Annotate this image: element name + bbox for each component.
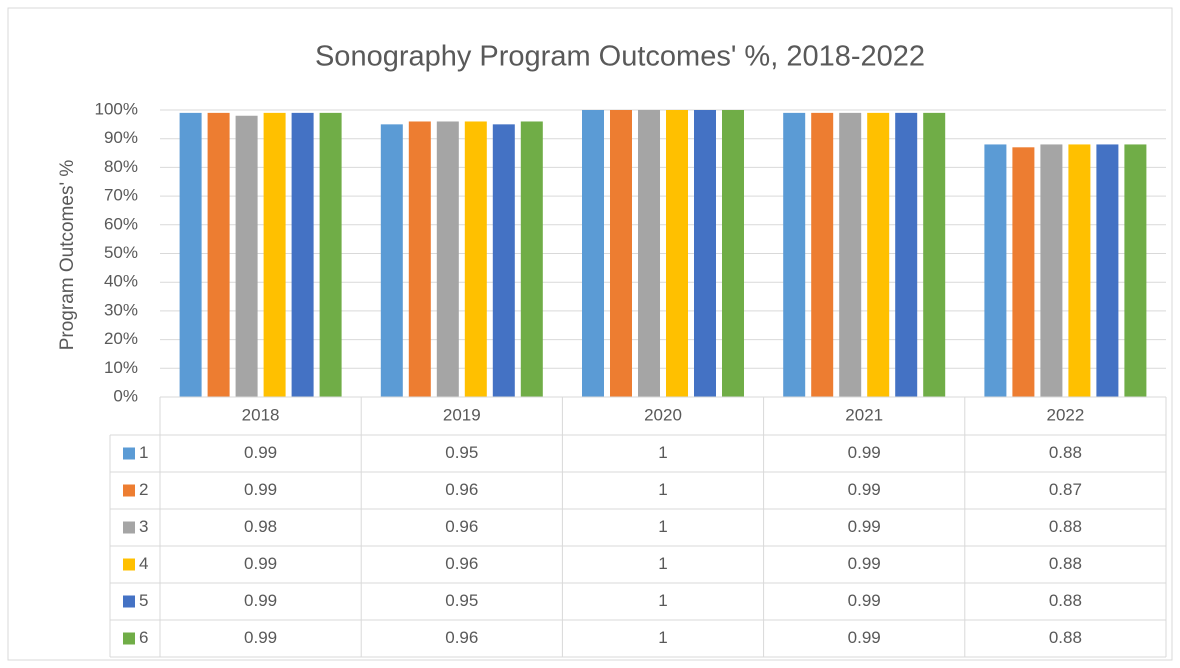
y-axis-label: Program Outcomes' % bbox=[57, 160, 78, 351]
bar bbox=[582, 110, 604, 397]
table-cell: 0.99 bbox=[244, 554, 277, 573]
y-tick-label: 20% bbox=[104, 329, 138, 348]
bar bbox=[492, 124, 515, 397]
y-tick-label: 90% bbox=[104, 128, 138, 147]
bar bbox=[263, 112, 286, 398]
legend-label: 4 bbox=[139, 554, 148, 573]
table-cell: 0.98 bbox=[244, 517, 277, 536]
bar bbox=[839, 112, 862, 398]
x-tick-label: 2022 bbox=[1046, 405, 1084, 424]
table-cell: 0.88 bbox=[1049, 591, 1082, 610]
bar bbox=[811, 112, 834, 398]
table-cell: 1 bbox=[658, 628, 667, 647]
table-cell: 0.96 bbox=[445, 517, 478, 536]
y-tick-label: 70% bbox=[104, 186, 138, 205]
table-cell: 0.99 bbox=[244, 443, 277, 462]
table-cell: 0.99 bbox=[848, 628, 881, 647]
legend-label: 5 bbox=[139, 591, 148, 610]
bar bbox=[520, 121, 543, 397]
table-cell: 0.88 bbox=[1049, 628, 1082, 647]
bar bbox=[1124, 144, 1147, 397]
bar bbox=[895, 112, 918, 398]
legend-swatch bbox=[123, 595, 135, 608]
bar bbox=[464, 121, 487, 397]
bar bbox=[694, 110, 716, 397]
bar bbox=[291, 112, 314, 398]
bar bbox=[610, 110, 632, 397]
bar bbox=[436, 121, 459, 397]
bar bbox=[207, 112, 230, 398]
bar bbox=[722, 110, 744, 397]
bar bbox=[1040, 144, 1063, 397]
chart-title: Sonography Program Outcomes' %, 2018-202… bbox=[315, 41, 925, 73]
legend-swatch bbox=[123, 521, 135, 534]
bar bbox=[867, 112, 890, 398]
legend-label: 6 bbox=[139, 628, 148, 647]
bar bbox=[380, 124, 403, 397]
y-tick-label: 40% bbox=[104, 272, 138, 291]
bar bbox=[1096, 144, 1119, 397]
legend-label: 2 bbox=[139, 480, 148, 499]
bar bbox=[1068, 144, 1091, 397]
x-tick-label: 2019 bbox=[443, 405, 481, 424]
bar bbox=[319, 112, 342, 398]
table-cell: 0.96 bbox=[445, 554, 478, 573]
bar bbox=[235, 115, 258, 398]
x-tick-label: 2018 bbox=[242, 405, 280, 424]
table-cell: 0.99 bbox=[848, 554, 881, 573]
table-cell: 0.88 bbox=[1049, 443, 1082, 462]
bar bbox=[923, 112, 946, 398]
bar bbox=[179, 112, 202, 398]
table-cell: 1 bbox=[658, 517, 667, 536]
table-cell: 0.99 bbox=[848, 480, 881, 499]
bar bbox=[984, 144, 1007, 397]
table-cell: 0.95 bbox=[445, 591, 478, 610]
y-tick-label: 80% bbox=[104, 157, 138, 176]
table-cell: 1 bbox=[658, 443, 667, 462]
bar bbox=[666, 110, 688, 397]
y-tick-label: 50% bbox=[104, 243, 138, 262]
bar bbox=[1012, 147, 1035, 397]
table-cell: 0.96 bbox=[445, 628, 478, 647]
table-cell: 0.88 bbox=[1049, 517, 1082, 536]
y-tick-label: 30% bbox=[104, 300, 138, 319]
legend-swatch bbox=[123, 632, 135, 645]
legend-label: 1 bbox=[139, 443, 148, 462]
x-tick-label: 2021 bbox=[845, 405, 883, 424]
bar bbox=[783, 112, 806, 398]
table-cell: 0.99 bbox=[244, 480, 277, 499]
legend-swatch bbox=[123, 447, 135, 460]
table-cell: 1 bbox=[658, 480, 667, 499]
table-cell: 1 bbox=[658, 554, 667, 573]
table-cell: 0.99 bbox=[848, 517, 881, 536]
bar bbox=[638, 110, 660, 397]
table-cell: 0.87 bbox=[1049, 480, 1082, 499]
legend-swatch bbox=[123, 484, 135, 497]
y-tick-label: 100% bbox=[95, 99, 138, 118]
table-cell: 0.99 bbox=[848, 443, 881, 462]
y-tick-label: 60% bbox=[104, 214, 138, 233]
y-tick-label: 10% bbox=[104, 358, 138, 377]
table-cell: 0.88 bbox=[1049, 554, 1082, 573]
table-cell: 0.96 bbox=[445, 480, 478, 499]
table-cell: 0.95 bbox=[445, 443, 478, 462]
table-cell: 0.99 bbox=[244, 591, 277, 610]
bar bbox=[408, 121, 431, 397]
table-cell: 1 bbox=[658, 591, 667, 610]
legend-label: 3 bbox=[139, 517, 148, 536]
table-cell: 0.99 bbox=[244, 628, 277, 647]
x-tick-label: 2020 bbox=[644, 405, 682, 424]
legend-swatch bbox=[123, 558, 135, 571]
table-cell: 0.99 bbox=[848, 591, 881, 610]
y-tick-label: 0% bbox=[113, 386, 138, 405]
